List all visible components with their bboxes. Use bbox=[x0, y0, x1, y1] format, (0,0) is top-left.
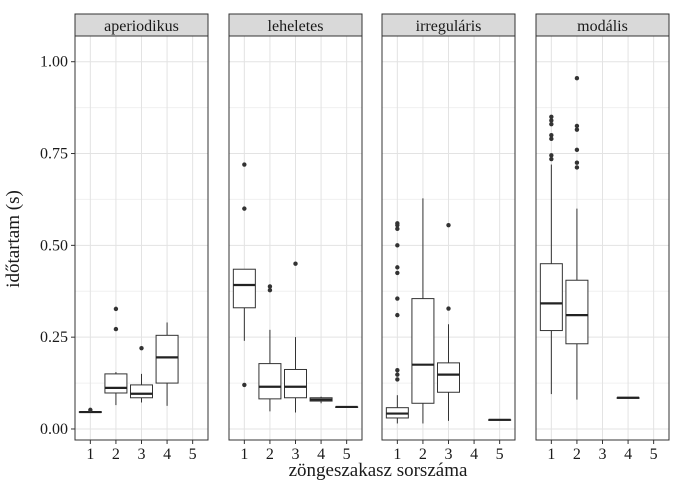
outlier-point bbox=[395, 296, 400, 301]
y-axis: 0.00 0.25 0.50 0.75 1.00 bbox=[40, 54, 75, 438]
outlier-point bbox=[395, 265, 400, 270]
y-tick-label: 0.50 bbox=[40, 237, 68, 254]
outlier-point bbox=[395, 377, 400, 382]
outlier-point bbox=[549, 121, 554, 127]
outlier-point bbox=[395, 243, 400, 248]
outlier-point bbox=[113, 306, 119, 312]
y-axis-title: időtartam (s) bbox=[3, 190, 24, 288]
facet-strip-label: aperiodikus bbox=[104, 18, 179, 35]
box bbox=[78, 407, 102, 414]
box-iqr bbox=[565, 279, 589, 345]
x-tick-label: 3 bbox=[599, 446, 607, 463]
outlier-point bbox=[574, 123, 580, 129]
y-tick-label: 0.00 bbox=[40, 421, 68, 438]
facet-panel: modális 1 2 3 4 5 bbox=[535, 13, 670, 463]
box bbox=[155, 322, 179, 406]
box bbox=[411, 198, 435, 424]
facet-strip-label: modális bbox=[577, 18, 628, 35]
outlier-point bbox=[395, 312, 400, 318]
facet-panel: leheletes 1 2 3 4 5 bbox=[228, 13, 363, 463]
box-iqr bbox=[130, 384, 153, 399]
x-tick-label: 1 bbox=[393, 446, 401, 463]
box bbox=[539, 114, 563, 395]
x-axis-title: zöngeszakasz sorszáma bbox=[289, 460, 468, 481]
x-tick-label: 2 bbox=[112, 446, 120, 463]
outlier-point bbox=[574, 127, 580, 132]
outlier-point bbox=[395, 270, 400, 276]
box-iqr bbox=[155, 334, 179, 384]
outlier-point bbox=[549, 114, 554, 120]
outlier-point bbox=[395, 221, 400, 226]
box bbox=[488, 418, 512, 421]
box bbox=[437, 222, 460, 421]
box-iqr bbox=[258, 363, 282, 400]
box-iqr bbox=[539, 263, 563, 332]
outlier-point bbox=[242, 382, 247, 388]
outlier-point bbox=[549, 153, 554, 158]
x-tick-label: 5 bbox=[343, 446, 351, 463]
x-tick-label: 5 bbox=[650, 446, 658, 463]
box bbox=[104, 306, 128, 406]
x-tick-label: 4 bbox=[470, 446, 478, 463]
y-tick-label: 1.00 bbox=[40, 54, 68, 71]
outlier-point bbox=[574, 147, 580, 153]
outlier-point bbox=[549, 132, 554, 138]
outlier-point bbox=[113, 326, 119, 332]
box bbox=[385, 221, 409, 424]
outlier-point bbox=[267, 287, 273, 293]
box bbox=[309, 396, 333, 404]
outlier-point bbox=[549, 156, 554, 162]
x-tick-label: 3 bbox=[292, 446, 300, 463]
box-iqr bbox=[104, 373, 128, 394]
outlier-point bbox=[88, 407, 93, 413]
x-tick-label: 2 bbox=[573, 446, 581, 463]
box-iqr bbox=[284, 368, 307, 399]
x-tick-label: 3 bbox=[445, 446, 453, 463]
outlier-point bbox=[574, 165, 580, 170]
outlier-point bbox=[242, 206, 247, 211]
x-tick-label: 1 bbox=[547, 446, 555, 463]
x-tick-label: 2 bbox=[266, 446, 274, 463]
x-tick-label: 5 bbox=[496, 446, 504, 463]
outlier-point bbox=[395, 372, 400, 377]
box bbox=[335, 405, 359, 409]
outlier-point bbox=[139, 345, 144, 351]
y-tick-label: 0.25 bbox=[40, 329, 68, 346]
y-tick-label: 0.75 bbox=[40, 146, 68, 163]
outlier-point bbox=[395, 368, 400, 373]
box bbox=[284, 261, 307, 413]
x-tick-label: 2 bbox=[419, 446, 427, 463]
facet-strip-label: leheletes bbox=[268, 18, 324, 35]
box-iqr bbox=[232, 268, 256, 309]
x-tick-label: 1 bbox=[240, 446, 248, 463]
x-tick-label: 4 bbox=[163, 446, 171, 463]
box bbox=[616, 396, 640, 399]
box bbox=[130, 345, 153, 403]
box bbox=[232, 162, 256, 388]
outlier-point bbox=[446, 306, 451, 311]
outlier-point bbox=[267, 284, 273, 289]
outlier-point bbox=[574, 76, 580, 81]
x-tick-label: 4 bbox=[624, 446, 632, 463]
x-tick-label: 5 bbox=[189, 446, 197, 463]
x-tick-label: 1 bbox=[86, 446, 94, 463]
outlier-point bbox=[549, 118, 554, 123]
outlier-point bbox=[574, 160, 580, 165]
box bbox=[258, 284, 282, 412]
facet-strip-label: irreguláris bbox=[416, 18, 482, 35]
x-tick-label: 3 bbox=[138, 446, 146, 463]
outlier-point bbox=[395, 226, 400, 232]
facet-panel: irreguláris 1 2 3 4 5 bbox=[381, 13, 516, 463]
facet-panel: aperiodikus 1 2 3 4 5 bbox=[74, 13, 209, 463]
box-iqr bbox=[437, 362, 460, 393]
x-tick-label: 4 bbox=[317, 446, 325, 463]
outlier-point bbox=[293, 261, 298, 266]
box bbox=[565, 76, 589, 400]
outlier-point bbox=[549, 136, 554, 142]
outlier-point bbox=[242, 162, 247, 167]
outlier-point bbox=[446, 222, 451, 228]
box-iqr bbox=[411, 298, 435, 404]
